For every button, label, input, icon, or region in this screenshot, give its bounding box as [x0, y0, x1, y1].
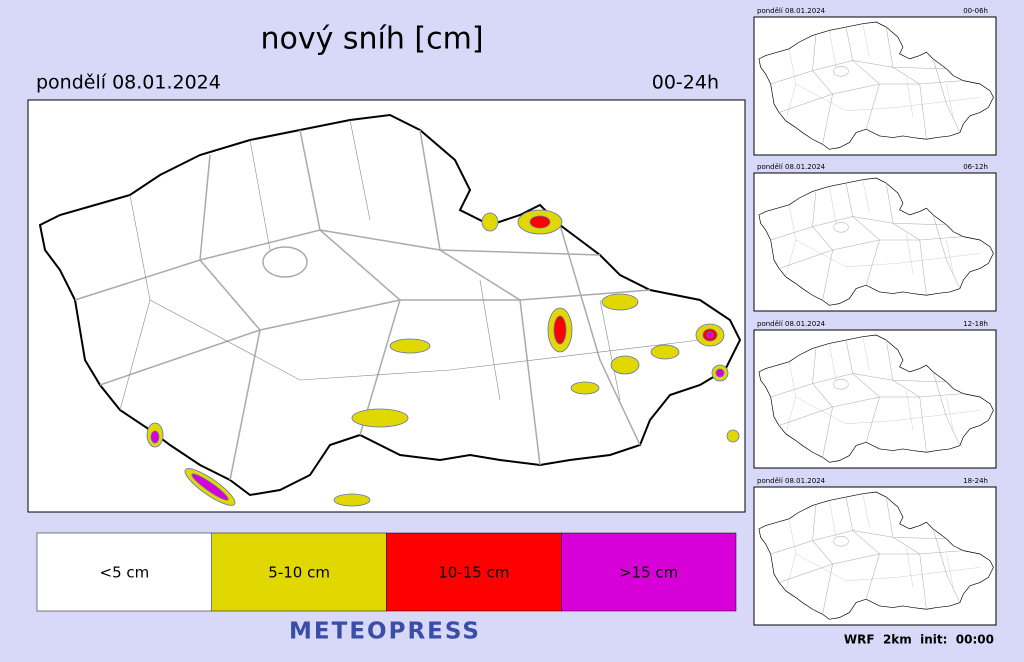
thumb-period: 12-18h — [963, 320, 988, 328]
model-info: WRF 2km init: 00:00 — [844, 633, 994, 647]
legend-swatch — [386, 532, 562, 612]
thumb-date: pondělí 08.01.2024 — [757, 320, 826, 328]
thumb-period: 06-12h — [963, 163, 988, 171]
legend: <5 cm 5-10 cm 10-15 cm >15 cm — [36, 532, 737, 612]
thumb-period: 00-06h — [963, 7, 988, 15]
legend-label: <5 cm — [100, 564, 150, 582]
legend-swatch — [36, 532, 212, 612]
legend-swatch — [561, 532, 737, 612]
thumb-period: 18-24h — [963, 477, 988, 485]
legend-swatch — [211, 532, 387, 612]
legend-label: 10-15 cm — [438, 564, 509, 582]
brand: METEOPRESS — [289, 619, 481, 645]
legend-label: >15 cm — [619, 564, 678, 582]
thumb-date: pondělí 08.01.2024 — [757, 163, 826, 171]
period: 00-24h — [652, 72, 719, 94]
date: pondělí 08.01.2024 — [36, 72, 221, 94]
thumbnails: pondělí 08.01.2024 00-06h pondělí 08.01.20… — [753, 7, 997, 626]
thumb-date: pondělí 08.01.2024 — [757, 7, 826, 15]
legend-label: 5-10 cm — [268, 564, 330, 582]
snow-areas — [146, 209, 740, 507]
thumb-date: pondělí 08.01.2024 — [757, 477, 826, 485]
map-title: nový sníh [cm] — [260, 22, 483, 57]
